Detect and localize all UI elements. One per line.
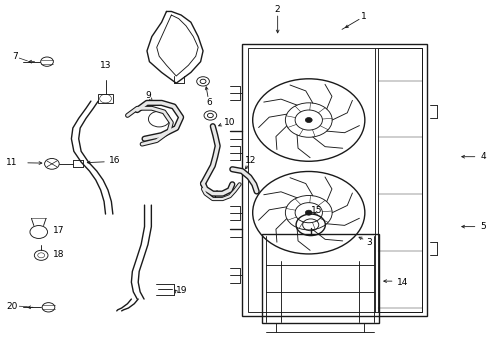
- Text: 18: 18: [53, 250, 65, 259]
- Text: 10: 10: [224, 118, 235, 127]
- Text: 9: 9: [145, 91, 150, 100]
- Text: 16: 16: [109, 157, 120, 166]
- Circle shape: [305, 117, 311, 122]
- Text: 2: 2: [274, 5, 280, 14]
- Bar: [242, 44, 427, 316]
- Text: 17: 17: [53, 226, 65, 235]
- Text: 15: 15: [310, 206, 322, 215]
- Text: 11: 11: [6, 158, 18, 167]
- Text: 7: 7: [12, 52, 18, 61]
- Text: 12: 12: [244, 156, 256, 165]
- Circle shape: [305, 210, 311, 215]
- Bar: [261, 234, 378, 323]
- Text: 20: 20: [6, 302, 18, 311]
- Text: 3: 3: [365, 238, 371, 247]
- Text: 13: 13: [100, 61, 111, 70]
- Bar: [98, 94, 113, 103]
- Text: 4: 4: [480, 152, 485, 161]
- Text: 19: 19: [176, 286, 187, 295]
- Bar: [378, 48, 421, 312]
- Text: 5: 5: [480, 222, 485, 231]
- Text: 1: 1: [360, 12, 366, 21]
- Text: 6: 6: [206, 98, 212, 107]
- Text: 8: 8: [209, 192, 215, 201]
- Text: 14: 14: [396, 278, 407, 287]
- Bar: [247, 48, 421, 312]
